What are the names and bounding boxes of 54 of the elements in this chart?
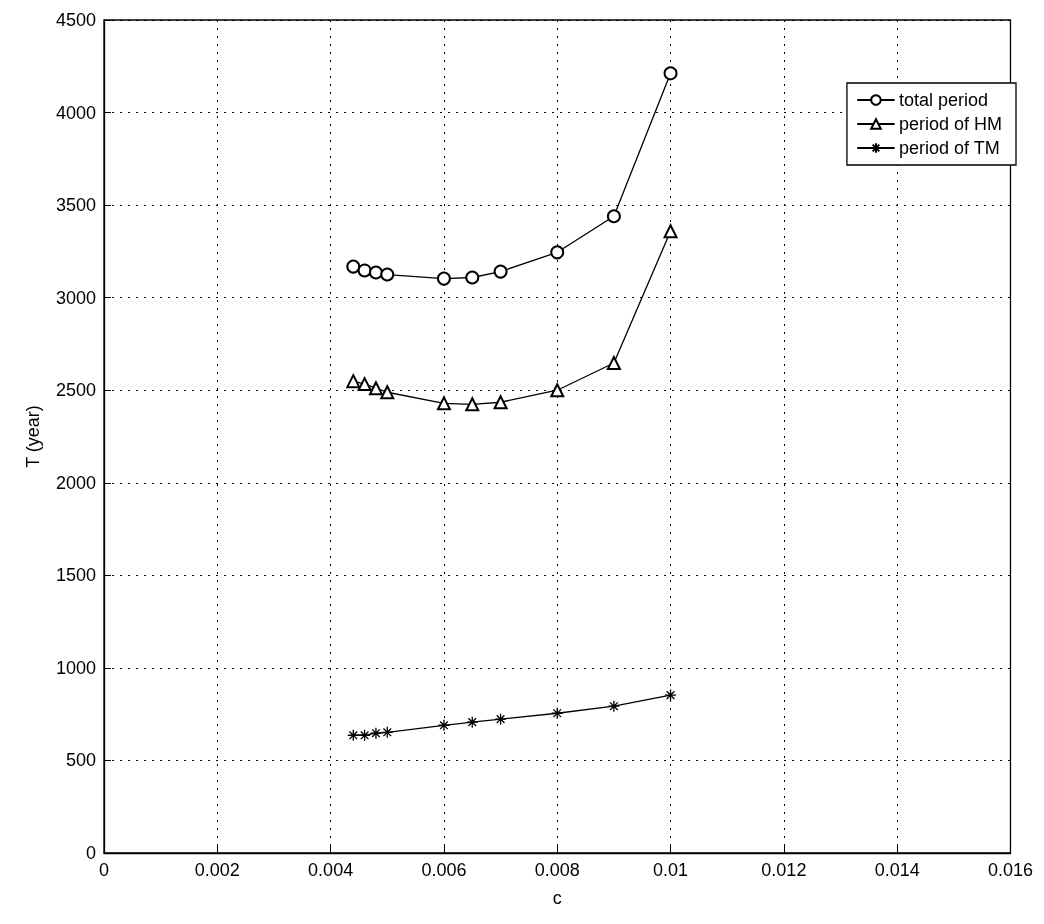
y-tick-label: 2000 bbox=[55, 472, 96, 493]
point bbox=[357, 263, 372, 278]
point bbox=[493, 395, 508, 410]
y-tick-label: 3000 bbox=[55, 287, 96, 308]
point bbox=[380, 267, 395, 282]
x-tick-label: 0.01 bbox=[653, 860, 689, 880]
x-tick-label: 0.008 bbox=[534, 860, 580, 880]
point bbox=[465, 397, 480, 412]
x-tick-label: 0.016 bbox=[987, 860, 1033, 880]
point bbox=[606, 356, 621, 371]
point bbox=[346, 259, 361, 274]
point bbox=[465, 270, 480, 285]
point bbox=[663, 224, 678, 239]
point bbox=[436, 396, 451, 411]
point bbox=[607, 700, 621, 713]
y-tick-label: 4000 bbox=[55, 102, 96, 123]
y-tick-label: 1000 bbox=[55, 657, 96, 678]
point bbox=[369, 727, 383, 740]
point bbox=[368, 381, 383, 396]
legend-label: period of TM bbox=[898, 138, 1000, 158]
legend-label: period of HM bbox=[898, 114, 1002, 134]
x-axis-title: c bbox=[552, 888, 562, 908]
y-axis-title: T (year) bbox=[23, 405, 43, 468]
y-tick-label: 2500 bbox=[55, 380, 96, 401]
point bbox=[368, 265, 383, 280]
point bbox=[663, 66, 678, 81]
point bbox=[347, 729, 360, 742]
point bbox=[494, 713, 507, 726]
y-tick-label: 3500 bbox=[55, 195, 96, 216]
point bbox=[550, 383, 565, 398]
x-tick-label: 0.006 bbox=[421, 860, 467, 880]
x-tick-label: 0.004 bbox=[308, 860, 354, 880]
legend-label: total period bbox=[898, 90, 989, 110]
point bbox=[493, 264, 508, 279]
point bbox=[357, 377, 372, 392]
point bbox=[550, 245, 565, 260]
point bbox=[358, 729, 371, 742]
y-tick-label: 500 bbox=[65, 750, 96, 771]
point bbox=[381, 726, 394, 739]
x-tick-label: 0.012 bbox=[761, 860, 807, 880]
point bbox=[551, 707, 564, 720]
point bbox=[380, 385, 395, 400]
point bbox=[466, 715, 479, 729]
point bbox=[437, 719, 451, 732]
point bbox=[606, 209, 621, 224]
x-tick-label: 0 bbox=[98, 860, 110, 880]
x-tick-label: 0.002 bbox=[194, 860, 240, 880]
y-tick-label: 4500 bbox=[55, 10, 96, 30]
y-tick-label: 1500 bbox=[55, 565, 96, 586]
point bbox=[664, 688, 677, 702]
point bbox=[436, 271, 451, 286]
point bbox=[346, 374, 361, 389]
y-tick-label: 0 bbox=[85, 843, 96, 863]
x-tick-label: 0.014 bbox=[874, 860, 920, 880]
